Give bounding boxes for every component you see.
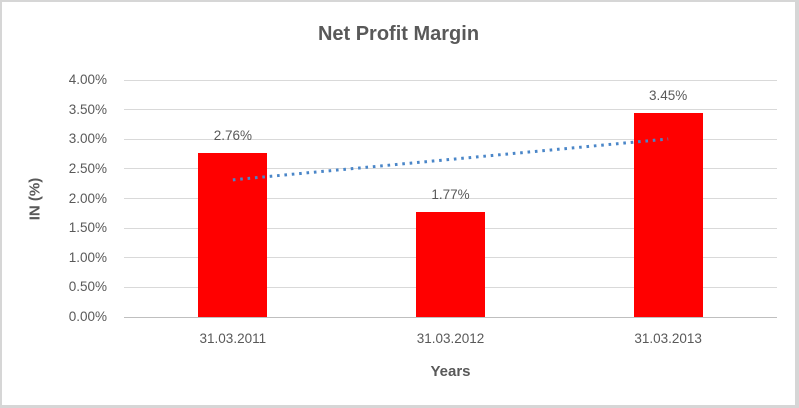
bar-31.03.2012 xyxy=(416,212,485,317)
x-tick-label: 31.03.2011 xyxy=(199,331,267,346)
trendline-layer xyxy=(232,137,669,182)
y-tick-label: 2.00% xyxy=(68,190,107,206)
bar-value-label: 2.76% xyxy=(213,128,252,144)
y-tick-label: 2.50% xyxy=(68,160,107,176)
y-tick-label: 1.50% xyxy=(68,220,107,236)
bar-31.03.2011 xyxy=(198,153,268,317)
y-tick-label: 3.00% xyxy=(68,131,107,147)
x-tick-label: 31.03.2013 xyxy=(634,331,702,346)
trendline xyxy=(232,137,669,182)
gridline xyxy=(124,109,777,111)
x-axis-title: Years xyxy=(430,363,471,380)
y-tick-label: 3.50% xyxy=(68,101,107,117)
bar-value-label: 3.45% xyxy=(649,87,688,103)
gridline xyxy=(124,79,777,81)
x-tick-label: 31.03.2012 xyxy=(416,331,485,346)
bar-value-label: 1.77% xyxy=(431,187,470,203)
bar-31.03.2013 xyxy=(633,112,703,317)
gridline xyxy=(124,198,777,199)
y-tick-label: 0.00% xyxy=(68,309,107,324)
x-axis-line xyxy=(124,316,777,318)
y-tick-label: 1.00% xyxy=(68,249,107,265)
y-tick-label: 4.00% xyxy=(68,72,107,87)
gridline xyxy=(124,138,777,140)
plot-area xyxy=(124,79,777,318)
gridline xyxy=(124,168,777,170)
y-tick-label: 0.50% xyxy=(68,279,107,295)
chart-title: Net Profit Margin xyxy=(317,23,480,45)
